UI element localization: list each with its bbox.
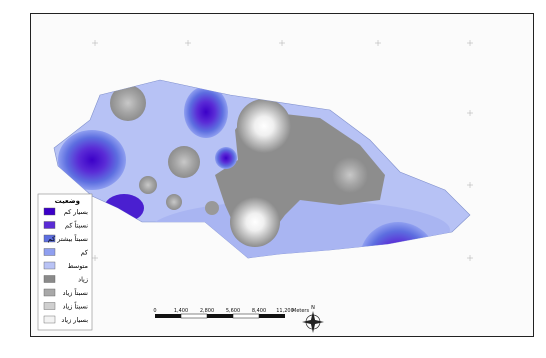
legend-label-4: متوسط <box>68 262 88 270</box>
scale-label-3: 5,600 <box>226 308 240 314</box>
legend-swatch-5 <box>43 275 56 283</box>
legend-label-7: نسبتاً زیاد <box>63 301 89 310</box>
legend-label-3: کم <box>81 249 89 257</box>
scale-label-1: 1,400 <box>174 308 188 314</box>
coldspot-3 <box>58 130 126 190</box>
hotspot-2 <box>230 197 280 247</box>
north-label: N <box>311 305 315 311</box>
spot-7 <box>166 194 182 210</box>
legend-swatch-0 <box>43 207 56 216</box>
legend-swatch-2 <box>43 234 56 243</box>
legend-swatch-7 <box>43 302 56 310</box>
legend-label-6: نسبتاً زیاد <box>63 288 89 297</box>
coldspot-5 <box>360 222 436 258</box>
spot-6 <box>139 176 157 194</box>
scale-label-4: 8,400 <box>252 308 266 314</box>
legend: وضعیت بسیار کم نسبتاً کم نسبتاً بیشتر کم کم… <box>37 193 93 331</box>
hotspot-1 <box>237 99 291 153</box>
scale-label-0: 0 <box>153 308 156 314</box>
legend-label-5: زیاد <box>78 276 88 284</box>
spot-5 <box>168 146 200 178</box>
legend-label-0: بسیار کم <box>64 208 88 216</box>
graticule <box>92 40 473 261</box>
legend-label-8: بسیار زیاد <box>61 316 88 324</box>
scale-bar: 0 1,400 2,800 5,600 8,400 11,200 Meters <box>153 308 309 319</box>
legend-label-2: نسبتاً بیشتر کم <box>48 234 88 243</box>
scale-label-2: 2,800 <box>200 308 214 314</box>
spot-8 <box>205 201 219 215</box>
legend-label-1: نسبتاً کم <box>65 220 88 229</box>
scale-unit: Meters <box>292 308 309 314</box>
coldspot-1 <box>184 86 228 138</box>
legend-swatch-1 <box>43 221 56 229</box>
legend-title: وضعیت <box>55 197 80 205</box>
coldspot-4 <box>104 194 144 222</box>
legend-swatch-8 <box>43 315 56 324</box>
north-arrow: N <box>302 305 324 333</box>
legend-swatch-6 <box>43 288 56 297</box>
legend-swatch-4 <box>43 261 56 270</box>
spot-4 <box>110 85 146 121</box>
scale-label-5: 11,200 <box>276 308 294 314</box>
spot-3 <box>332 157 368 193</box>
coldspot-2 <box>215 147 237 169</box>
legend-swatch-3 <box>43 248 56 256</box>
